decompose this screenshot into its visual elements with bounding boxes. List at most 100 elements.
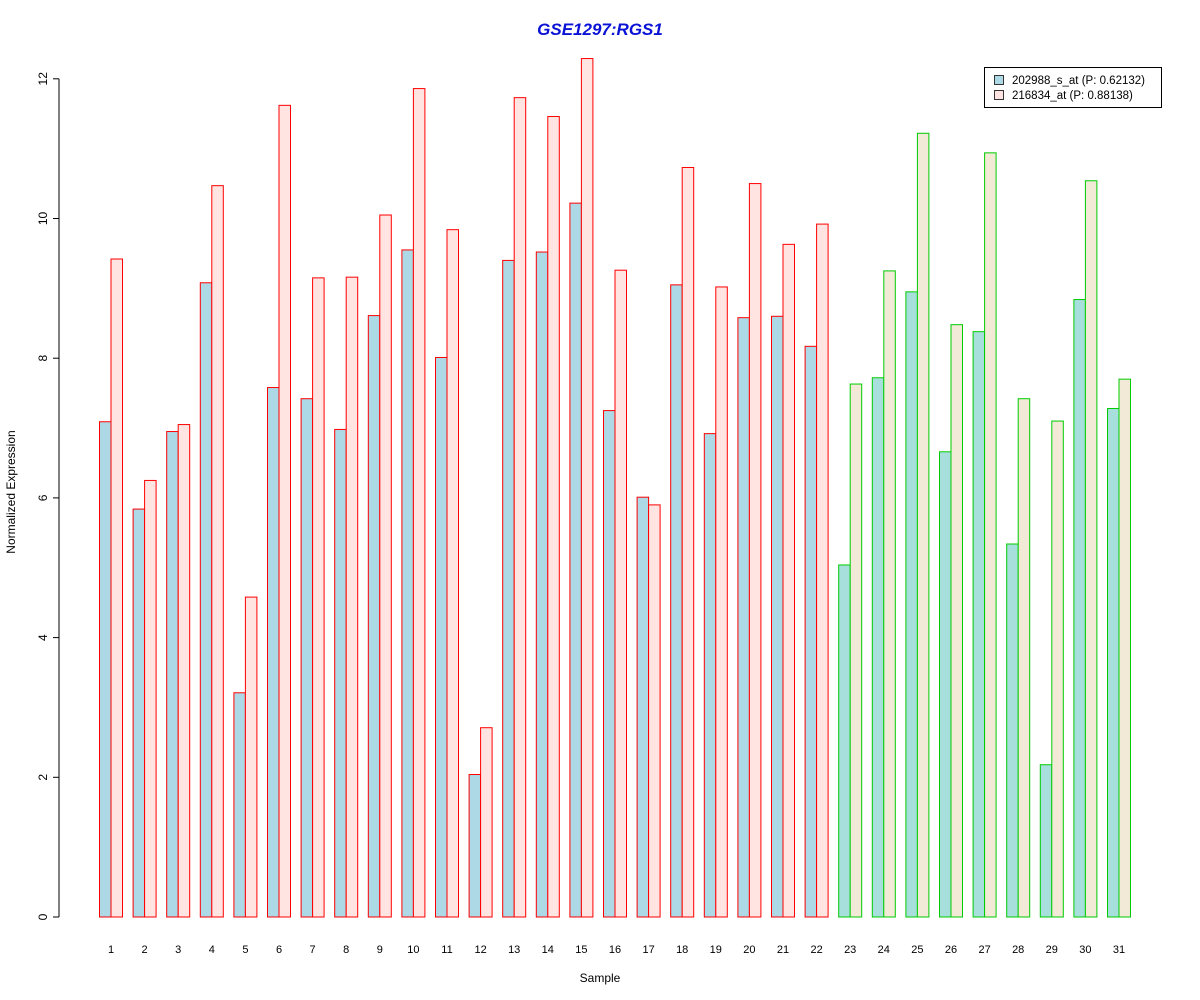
- bar-series-2-sample-8: [345, 276, 359, 918]
- bar-series-1-sample-21: [771, 315, 784, 918]
- legend-label-series-2: 216834_at (P: 0.88138): [1012, 90, 1133, 102]
- bar-series-1-sample-17: [636, 496, 650, 918]
- bar-series-2-sample-23: [849, 383, 863, 918]
- x-axis-label: Sample: [579, 971, 621, 985]
- x-tick-label: 19: [710, 944, 722, 956]
- bar-series-2-sample-2: [144, 479, 157, 918]
- bar-series-1-sample-29: [1039, 764, 1053, 918]
- bar-series-1-sample-9: [367, 315, 381, 918]
- x-tick-label: 16: [609, 944, 621, 956]
- bar-series-2-sample-28: [1017, 398, 1031, 918]
- bar-series-1-sample-20: [737, 317, 750, 918]
- bar-series-2-sample-20: [748, 183, 762, 918]
- bar-series-2-sample-22: [816, 223, 829, 918]
- bar-series-2-sample-13: [513, 97, 527, 918]
- x-tick-label: 6: [276, 944, 282, 956]
- bar-series-2-sample-14: [547, 116, 560, 918]
- bar-series-1-sample-12: [468, 774, 482, 918]
- y-tick-label: 8: [36, 355, 50, 362]
- bar-series-1-sample-25: [905, 291, 918, 918]
- bar-series-1-sample-10: [401, 249, 414, 918]
- legend-label-series-1: 202988_s_at (P: 0.62132): [1012, 75, 1145, 87]
- bar-series-2-sample-1: [110, 258, 123, 918]
- x-tick-label: 1: [108, 944, 114, 956]
- bar-series-1-sample-18: [670, 284, 683, 918]
- bar-series-1-sample-31: [1107, 407, 1120, 918]
- bar-series-1-sample-15: [569, 202, 582, 918]
- chart-title: GSE1297:RGS1: [537, 20, 663, 39]
- x-tick-label: 25: [911, 944, 923, 956]
- bar-series-1-sample-22: [804, 345, 818, 918]
- bar-series-2-sample-7: [312, 277, 325, 918]
- bar-series-2-sample-5: [244, 596, 258, 918]
- bar-series-2-sample-11: [446, 229, 459, 918]
- x-tick-label: 21: [777, 944, 789, 956]
- bar-series-1-sample-13: [502, 259, 515, 918]
- bar-series-2-sample-15: [580, 58, 594, 918]
- x-tick-label: 9: [377, 944, 383, 956]
- bar-series-2-sample-3: [177, 424, 191, 918]
- bar-series-2-sample-24: [883, 270, 896, 918]
- y-tick-label: 2: [36, 774, 50, 781]
- x-tick-label: 20: [743, 944, 755, 956]
- bar-series-2-sample-9: [379, 214, 392, 918]
- bar-series-1-sample-30: [1073, 299, 1086, 918]
- x-tick-label: 24: [878, 944, 890, 956]
- bar-series-2-sample-31: [1118, 378, 1131, 918]
- x-tick-label: 28: [1012, 944, 1024, 956]
- legend-item-series-1: 202988_s_at (P: 0.62132): [994, 74, 1145, 88]
- bar-series-1-sample-16: [603, 410, 616, 918]
- x-tick-label: 17: [642, 944, 654, 956]
- x-tick-label: 4: [209, 944, 215, 956]
- x-tick-label: 18: [676, 944, 688, 956]
- y-tick-label: 6: [36, 494, 50, 501]
- bar-series-2-sample-19: [715, 286, 728, 918]
- bar-series-1-sample-27: [972, 331, 986, 918]
- x-tick-label: 27: [978, 944, 990, 956]
- x-tick-label: 23: [844, 944, 856, 956]
- bar-series-1-sample-6: [267, 387, 280, 918]
- legend: 202988_s_at (P: 0.62132) 216834_at (P: 0…: [984, 67, 1162, 108]
- bar-series-2-sample-6: [278, 104, 291, 918]
- y-tick-label: 4: [36, 634, 50, 641]
- x-tick-label: 3: [175, 944, 181, 956]
- x-tick-label: 8: [343, 944, 349, 956]
- bar-series-1-sample-8: [334, 428, 347, 918]
- legend-swatch-series-1: [994, 74, 1004, 85]
- x-tick-label: 5: [242, 944, 248, 956]
- bar-series-1-sample-3: [166, 431, 179, 918]
- bar-series-1-sample-1: [99, 421, 112, 918]
- x-tick-label: 11: [441, 944, 452, 956]
- legend-item-series-2: 216834_at (P: 0.88138): [994, 89, 1133, 103]
- bar-series-2-sample-16: [614, 269, 627, 918]
- bar-series-1-sample-23: [838, 564, 851, 918]
- bar-series-1-sample-5: [233, 692, 246, 918]
- x-tick-label: 15: [575, 944, 587, 956]
- x-tick-label: 26: [945, 944, 957, 956]
- bar-series-1-sample-28: [1006, 543, 1019, 918]
- bar-series-2-sample-30: [1084, 180, 1098, 918]
- bar-series-1-sample-14: [535, 251, 549, 918]
- bar-series-1-sample-24: [871, 377, 885, 918]
- y-tick-label: 0: [36, 913, 50, 920]
- x-tick-label: 31: [1113, 944, 1125, 956]
- bar-series-2-sample-26: [950, 324, 963, 918]
- x-tick-label: 29: [1046, 944, 1058, 956]
- y-tick-label: 12: [36, 72, 50, 86]
- bar-series-2-sample-29: [1051, 420, 1064, 918]
- bar-series-2-sample-12: [480, 727, 493, 918]
- bar-series-2-sample-4: [211, 185, 224, 918]
- x-tick-label: 7: [310, 944, 316, 956]
- y-axis-label: Normalized Expression: [4, 430, 18, 554]
- x-tick-label: 30: [1079, 944, 1091, 956]
- y-tick-label: 10: [36, 212, 50, 226]
- x-tick-label: 13: [508, 944, 520, 956]
- x-tick-label: 14: [542, 944, 554, 956]
- x-tick-label: 10: [407, 944, 419, 956]
- x-tick-label: 12: [474, 944, 486, 956]
- bar-series-2-sample-17: [648, 504, 661, 918]
- bar-series-1-sample-11: [435, 357, 448, 918]
- bar-series-2-sample-21: [782, 243, 795, 918]
- x-tick-label: 22: [810, 944, 822, 956]
